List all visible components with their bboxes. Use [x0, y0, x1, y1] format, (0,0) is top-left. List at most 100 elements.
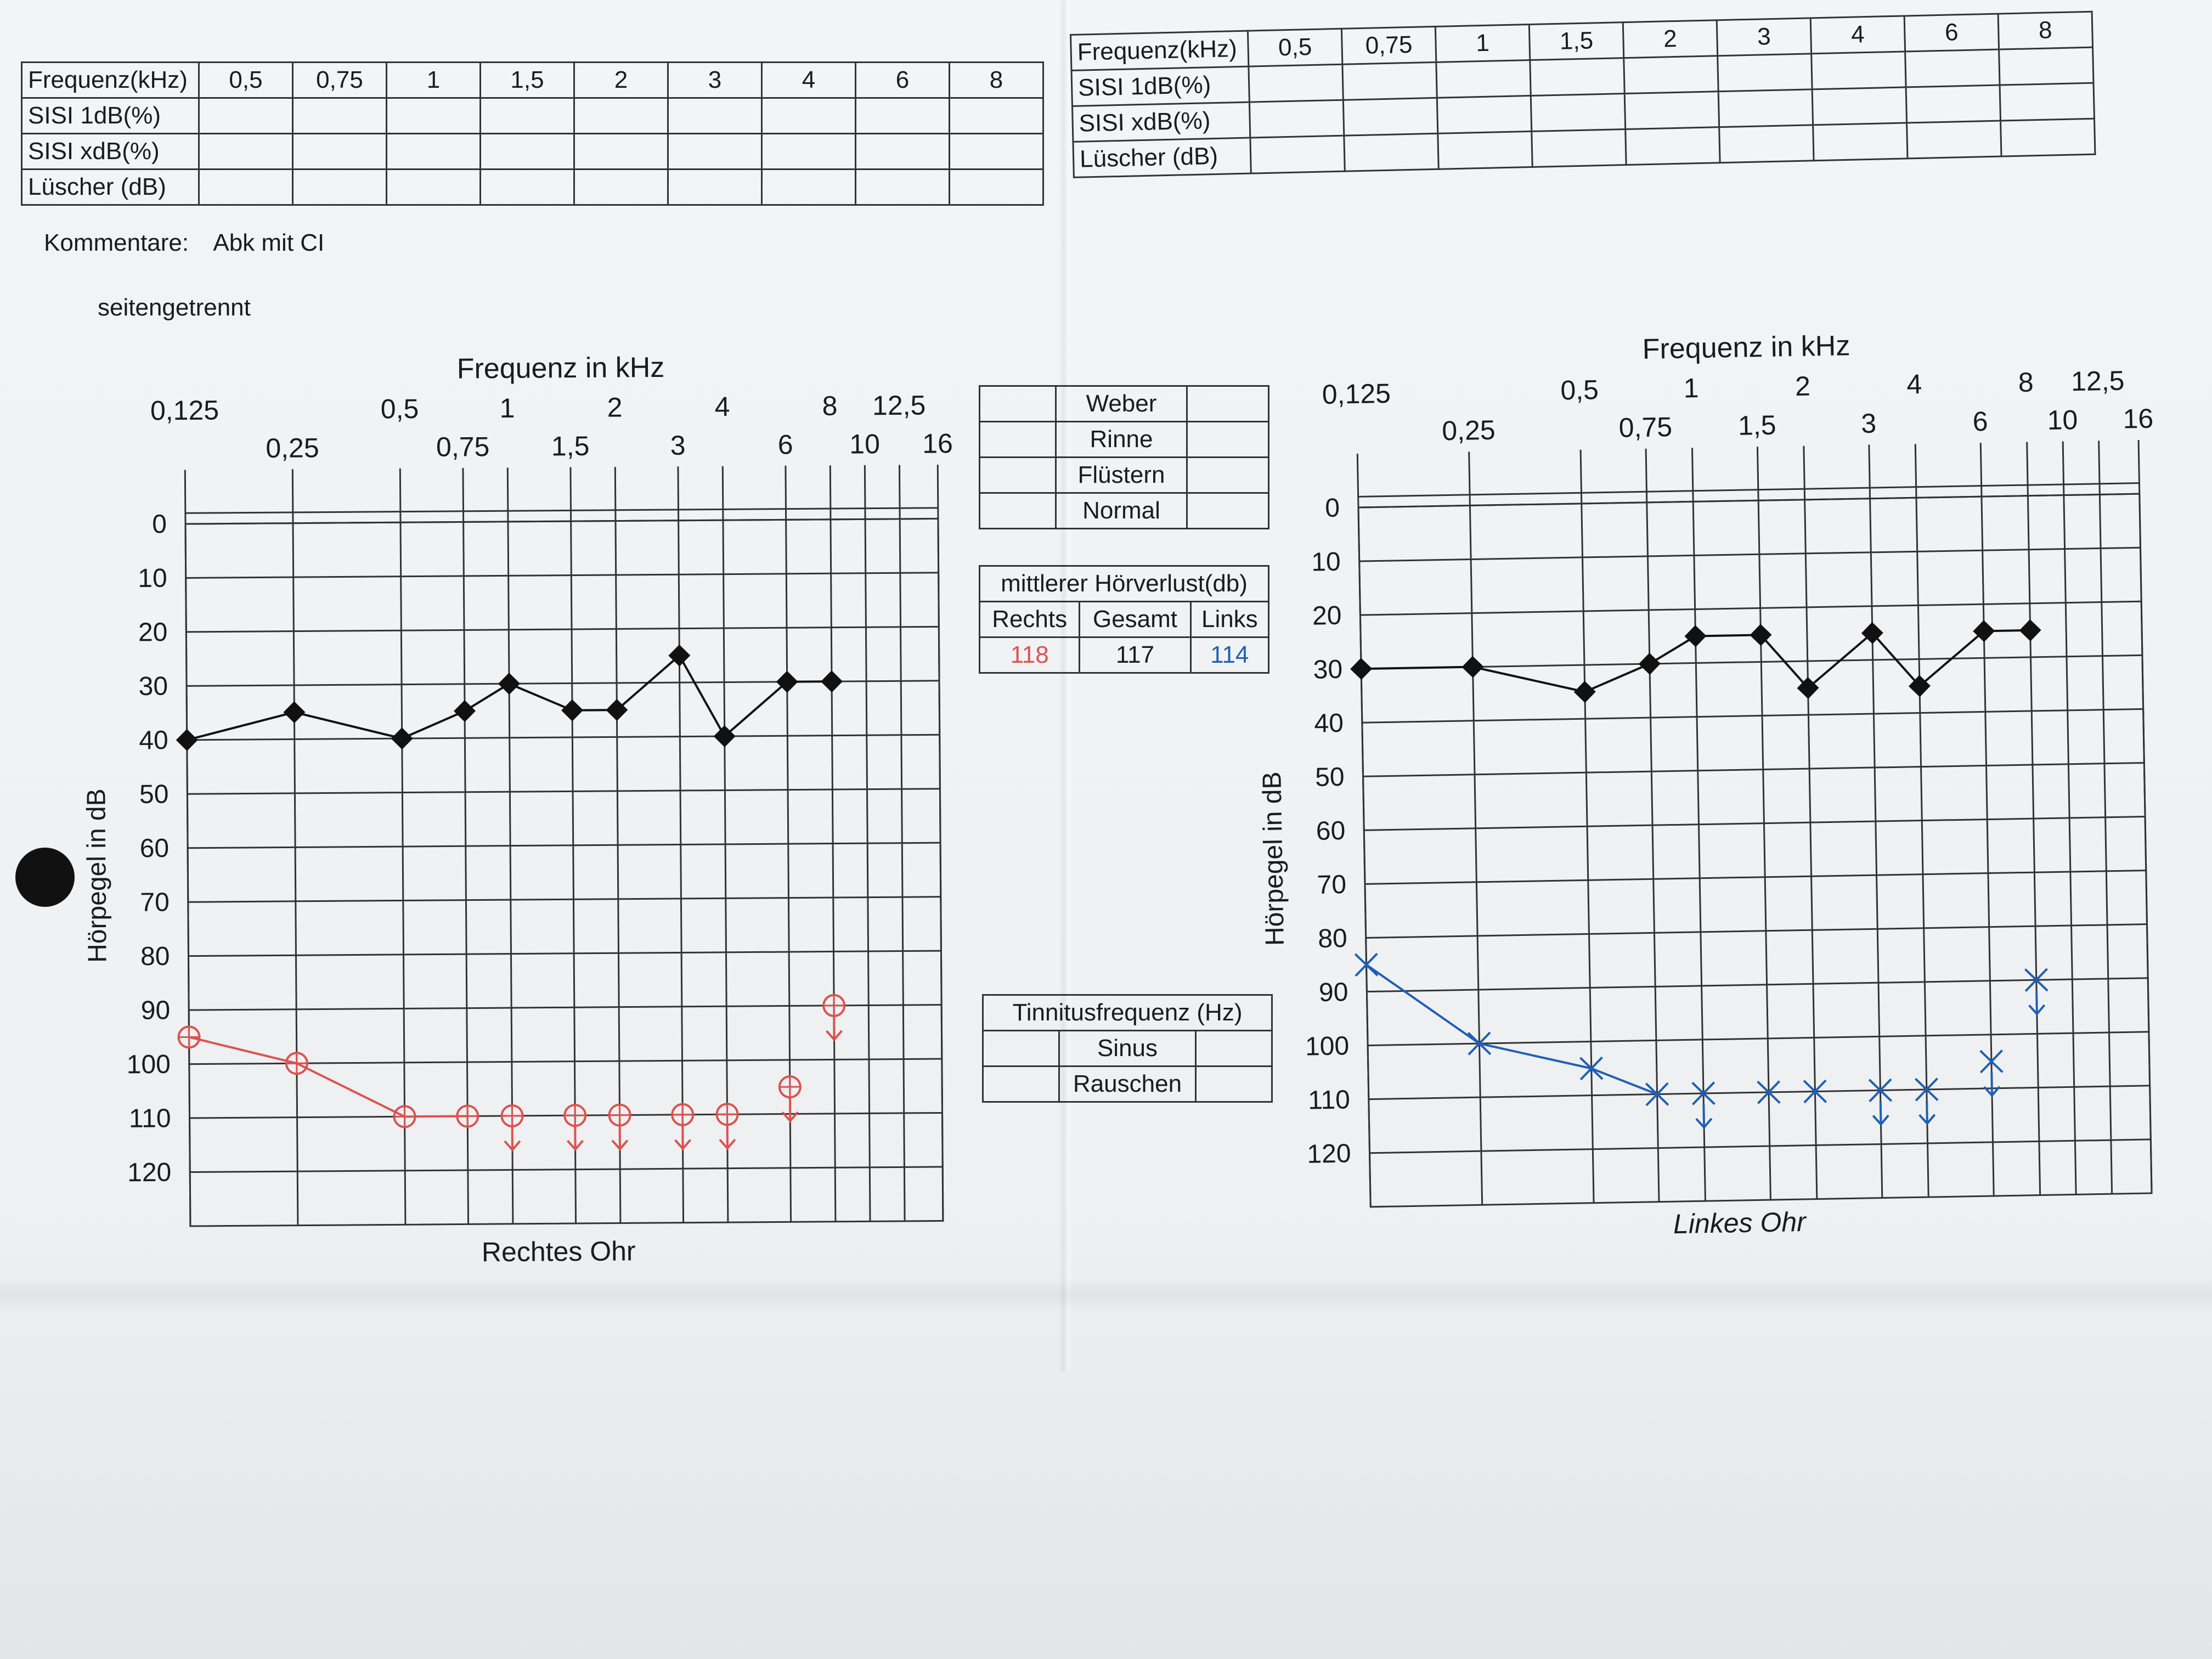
x-tick-label: 4 [714, 391, 730, 422]
x-tick-label: 0,25 [1442, 415, 1496, 447]
sisi-header-label: Frequenz(kHz) [21, 61, 200, 99]
grid-line-vertical [936, 464, 944, 1221]
bone-conduction-marker [668, 644, 691, 667]
mean-loss-header-right: Rechts [978, 601, 1081, 638]
sisi-freq: 1 [386, 61, 481, 99]
no-response-arrowhead [781, 1111, 799, 1123]
left-ear-cross-marker [1979, 1049, 2004, 1074]
no-response-arrow [1702, 1104, 1706, 1128]
chart-title: Frequenz in kHz [1642, 330, 1850, 365]
grid-line-vertical [677, 466, 685, 1223]
grid-line-horizontal [189, 1004, 942, 1011]
grid-line-vertical [506, 467, 514, 1224]
mean-loss-header-left: Links [1189, 601, 1270, 638]
bone-conduction-marker [606, 699, 628, 721]
x-tick-label: 2 [1795, 371, 1811, 402]
bone-conduction-marker [1908, 675, 1931, 697]
rinne-label: Rinne [1055, 421, 1188, 458]
tinnitus-table: Tinnitusfrequenz (Hz) Sinus Rauschen [982, 994, 1273, 1103]
grid-line-horizontal [1368, 1031, 2149, 1047]
x-tick-label: 6 [778, 429, 793, 460]
x-tick-label: 0,125 [150, 395, 219, 426]
y-tick-label: 0 [152, 510, 167, 539]
left-ear-cross-marker [1468, 1031, 1491, 1056]
grid-line-vertical [1756, 447, 1771, 1200]
x-axis-label: Linkes Ohr [1673, 1206, 1808, 1239]
plot-frame [1357, 493, 2153, 1208]
grid-line-horizontal [186, 625, 939, 633]
x-tick-label: 1,5 [551, 431, 590, 461]
bone-conduction-marker [2019, 619, 2041, 641]
grid-line-horizontal [1363, 761, 2145, 777]
series-line [189, 1036, 468, 1118]
no-response-arrowhead [825, 1030, 843, 1041]
sisi-row-label: SISI 1dB(%) [21, 97, 200, 134]
sisi-freq: 3 [667, 61, 763, 99]
sisi-row-label: SISI xdB(%) [21, 133, 200, 170]
y-tick-label: 120 [1307, 1139, 1351, 1169]
x-tick-label: 10 [2047, 404, 2078, 436]
grid-line-horizontal [1362, 708, 2143, 724]
x-tick-label: 0,125 [1322, 378, 1391, 410]
y-tick-label: 10 [1311, 548, 1341, 577]
chart-plot-group: 01020304050607080901001101200,1250,250,5… [1257, 330, 2153, 1239]
grid-line-horizontal [1364, 816, 2146, 831]
no-response-arrow [1990, 1072, 1994, 1096]
grid-line-vertical [1579, 449, 1595, 1203]
bone-conduction-marker [1750, 624, 1772, 646]
grid-line-vertical [2062, 441, 2077, 1195]
left-ear-cross-marker [1579, 1056, 1603, 1081]
comments-line-2: seitengetrennt [98, 294, 251, 321]
sisi-freq: 1,5 [479, 61, 575, 99]
bone-conduction-marker [454, 700, 476, 723]
grid-line-horizontal [187, 788, 940, 795]
y-tick-label: 60 [1316, 816, 1345, 846]
comments-label: Kommentare: [44, 229, 189, 256]
x-tick-label: 4 [1906, 369, 1922, 399]
mean-loss-title: mittlerer Hörverlust(db) [979, 565, 1269, 602]
weber-label: Weber [1055, 385, 1188, 422]
y-tick-label: 70 [1317, 870, 1346, 900]
grid-line-horizontal [1360, 600, 2142, 616]
bone-conduction-marker [1973, 620, 1995, 642]
left-ear-cross-marker [1869, 1078, 1892, 1103]
y-tick-label: 50 [1315, 763, 1345, 792]
grid-line-vertical [721, 466, 729, 1223]
bone-conduction-marker [176, 729, 198, 751]
no-response-arrowhead [504, 1140, 521, 1152]
left-ear-cross-marker [2024, 968, 2048, 992]
no-response-arrow [2035, 991, 2038, 1014]
mean-hearing-loss-table: mittlerer Hörverlust(db) Rechts Gesamt L… [978, 565, 1270, 674]
bone-conduction-marker [1350, 658, 1373, 680]
x-tick-label: 12,5 [872, 390, 926, 421]
x-axis-label: Rechtes Ohr [482, 1235, 636, 1267]
grid-line-horizontal [190, 1166, 943, 1173]
y-tick-label: 90 [141, 996, 171, 1025]
bone-conduction-marker [1638, 653, 1661, 675]
grid-line-vertical [1868, 444, 1883, 1198]
grid-line-vertical [2098, 441, 2113, 1194]
grid-line-horizontal [1369, 1138, 2151, 1154]
zero-double-line [1358, 482, 2140, 498]
mean-loss-value-total: 117 [1079, 636, 1192, 674]
grid-line-vertical [864, 465, 871, 1222]
grid-line-vertical [184, 470, 191, 1226]
grid-line-vertical [2026, 442, 2041, 1195]
x-tick-label: 0,5 [1560, 374, 1599, 405]
sisi-freq: 8 [949, 61, 1044, 99]
fluestern-label: Flüstern [1055, 456, 1188, 494]
y-tick-label: 40 [139, 726, 168, 755]
grid-line-vertical [2137, 440, 2153, 1193]
bone-conduction-marker [1797, 677, 1819, 699]
grid-line-horizontal [189, 1058, 942, 1065]
left-ear-cross-marker [1915, 1077, 1938, 1102]
no-response-arrowhead [1872, 1114, 1889, 1126]
left-ear-cross-marker [1691, 1081, 1716, 1105]
y-tick-label: 110 [129, 1104, 171, 1133]
tinnitus-title: Tinnitusfrequenz (Hz) [982, 994, 1273, 1031]
grid-line-horizontal [1359, 546, 2141, 562]
left-ear-cross-marker [1803, 1079, 1827, 1104]
y-tick-label: 80 [1318, 924, 1347, 953]
